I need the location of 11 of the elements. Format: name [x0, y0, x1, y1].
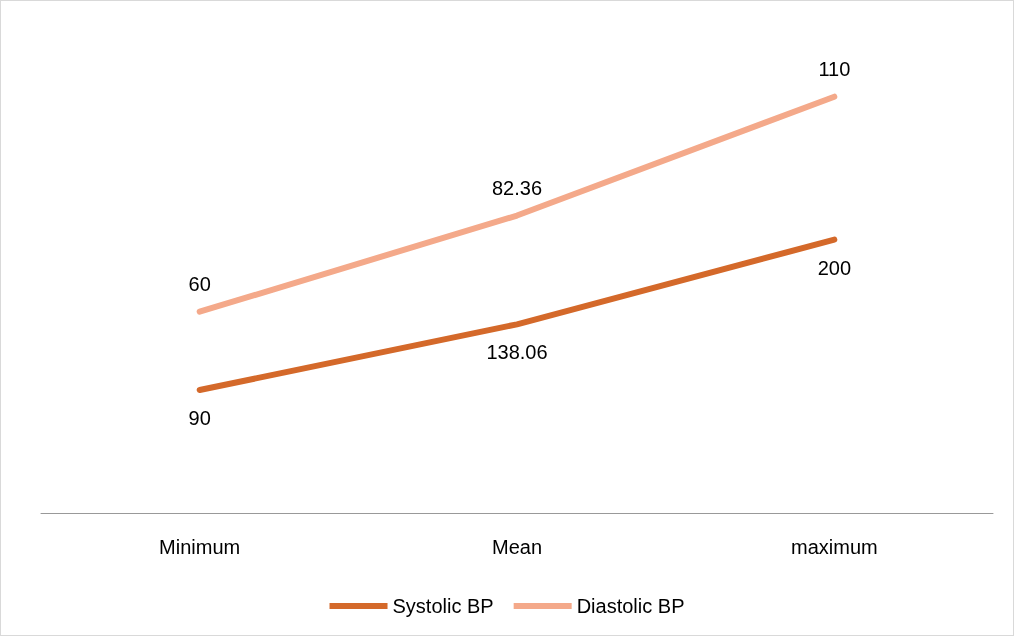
- data-label: 60: [188, 272, 211, 295]
- data-label: 110: [818, 57, 851, 80]
- legend-label: Diastolic BP: [576, 595, 685, 617]
- data-label: 90: [188, 407, 211, 429]
- data-label: 82.36: [491, 176, 543, 199]
- x-tick-label: Minimum: [159, 536, 241, 558]
- data-label: 200: [817, 256, 852, 279]
- legend-label: Systolic BP: [392, 595, 494, 617]
- x-tick-label: maximum: [791, 536, 878, 558]
- x-tick-label: Mean: [491, 536, 543, 558]
- data-label: 138.06: [486, 341, 548, 364]
